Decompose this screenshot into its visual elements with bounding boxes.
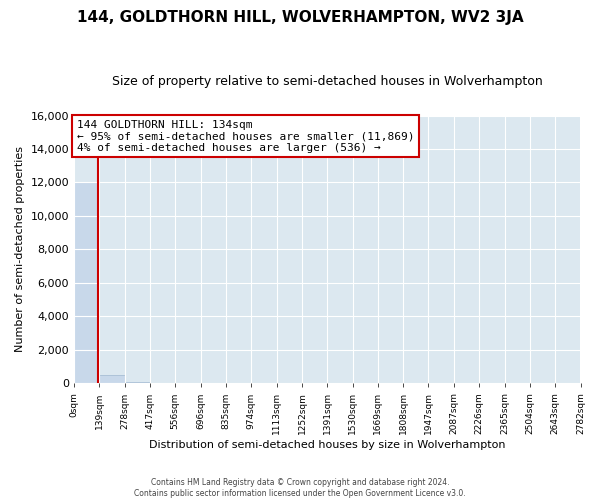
Y-axis label: Number of semi-detached properties: Number of semi-detached properties [15, 146, 25, 352]
Bar [150, 383, 175, 384]
Text: Contains HM Land Registry data © Crown copyright and database right 2024.
Contai: Contains HM Land Registry data © Crown c… [134, 478, 466, 498]
Bar [100, 375, 125, 384]
X-axis label: Distribution of semi-detached houses by size in Wolverhampton: Distribution of semi-detached houses by … [149, 440, 506, 450]
Text: 144 GOLDTHORN HILL: 134sqm
← 95% of semi-detached houses are smaller (11,869)
4%: 144 GOLDTHORN HILL: 134sqm ← 95% of semi… [77, 120, 414, 153]
Bar [74, 182, 100, 384]
Bar [125, 382, 150, 384]
Text: 144, GOLDTHORN HILL, WOLVERHAMPTON, WV2 3JA: 144, GOLDTHORN HILL, WOLVERHAMPTON, WV2 … [77, 10, 523, 25]
Title: Size of property relative to semi-detached houses in Wolverhampton: Size of property relative to semi-detach… [112, 75, 542, 88]
